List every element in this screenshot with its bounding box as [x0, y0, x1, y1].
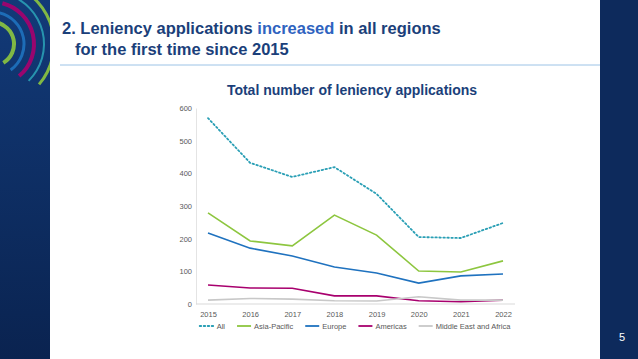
x-tick: 2017 [284, 304, 301, 319]
plot-area [208, 118, 503, 302]
y-tick-label: 200 [179, 235, 192, 244]
x-tick: 2019 [369, 304, 386, 319]
y-tick: 600 [179, 104, 196, 113]
slide: 2. Leniency applications increased in al… [0, 0, 638, 359]
x-tick-label: 2017 [284, 310, 301, 319]
series-line [208, 213, 503, 272]
legend-item: Europe [305, 322, 346, 331]
y-tick: 400 [179, 169, 196, 178]
y-tick: 200 [179, 235, 196, 244]
y-axis: 0 100 200 300 400 500 600 [179, 104, 196, 309]
y-tick: 500 [179, 137, 196, 146]
y-axis-line [196, 109, 197, 305]
page-number: 5 [619, 331, 625, 343]
arc [0, 20, 16, 64]
legend-swatch [419, 325, 433, 327]
x-tick-label: 2015 [200, 310, 217, 319]
x-tick: 2021 [453, 304, 470, 319]
y-tick-label: 0 [188, 300, 192, 309]
heading-rule [60, 65, 600, 66]
x-tick: 2020 [411, 304, 428, 319]
legend-swatch [305, 325, 319, 327]
arc [0, 11, 25, 71]
background [0, 0, 638, 359]
x-tick-label: 2016 [242, 310, 259, 319]
legend-item: Middle East and Africa [419, 322, 511, 331]
y-tick-label: 100 [179, 267, 192, 276]
y-tick: 300 [179, 202, 196, 211]
legend-label: Middle East and Africa [436, 322, 511, 331]
legend-label: Americas [375, 322, 407, 331]
legend-item: Americas [358, 322, 407, 331]
content-panel [50, 0, 600, 359]
legend-item: Asia-Pacific [237, 322, 293, 331]
heading-part: increased [257, 19, 334, 37]
series-line [208, 233, 503, 283]
chart-title: Total number of leniency applications [227, 82, 477, 98]
legend-swatch [237, 325, 251, 327]
y-tick: 100 [179, 267, 196, 276]
legend-swatch [200, 325, 214, 327]
x-tick-label: 2020 [411, 310, 428, 319]
y-tick: 0 [188, 300, 196, 309]
arc [13, 0, 56, 85]
legend-label: Asia-Pacific [254, 322, 293, 331]
y-tick-label: 300 [179, 202, 192, 211]
x-tick: 2016 [242, 304, 259, 319]
x-tick-label: 2018 [327, 310, 344, 319]
heading-part: 2. Leniency applications [62, 19, 257, 37]
arc [2, 1, 36, 77]
legend-swatch [358, 325, 372, 327]
x-tick: 2022 [495, 304, 512, 319]
series-line [208, 118, 503, 238]
x-tick: 2015 [200, 304, 217, 319]
heading: 2. Leniency applications increased in al… [62, 19, 441, 37]
x-axis: 2015 2016 2017 2018 2019 2020 2021 2022 [196, 304, 515, 319]
y-tick-label: 500 [179, 137, 192, 146]
legend: All Asia-Pacific Europe Americas Middle East… [200, 322, 511, 331]
legend-item: All [200, 322, 226, 331]
legend-label: All [217, 322, 226, 331]
heading-line2: for the first time since 2015 [75, 40, 289, 58]
x-tick-label: 2021 [453, 310, 470, 319]
y-tick-label: 400 [179, 169, 192, 178]
legend-label: Europe [322, 322, 346, 331]
x-tick-label: 2022 [495, 310, 512, 319]
heading-part: in all regions [334, 19, 440, 37]
y-tick-label: 600 [179, 104, 192, 113]
x-tick: 2018 [327, 304, 344, 319]
x-tick-label: 2019 [369, 310, 386, 319]
x-axis-line [196, 304, 515, 305]
series-line [208, 297, 503, 301]
arc [7, 0, 45, 82]
series-line [208, 285, 503, 302]
